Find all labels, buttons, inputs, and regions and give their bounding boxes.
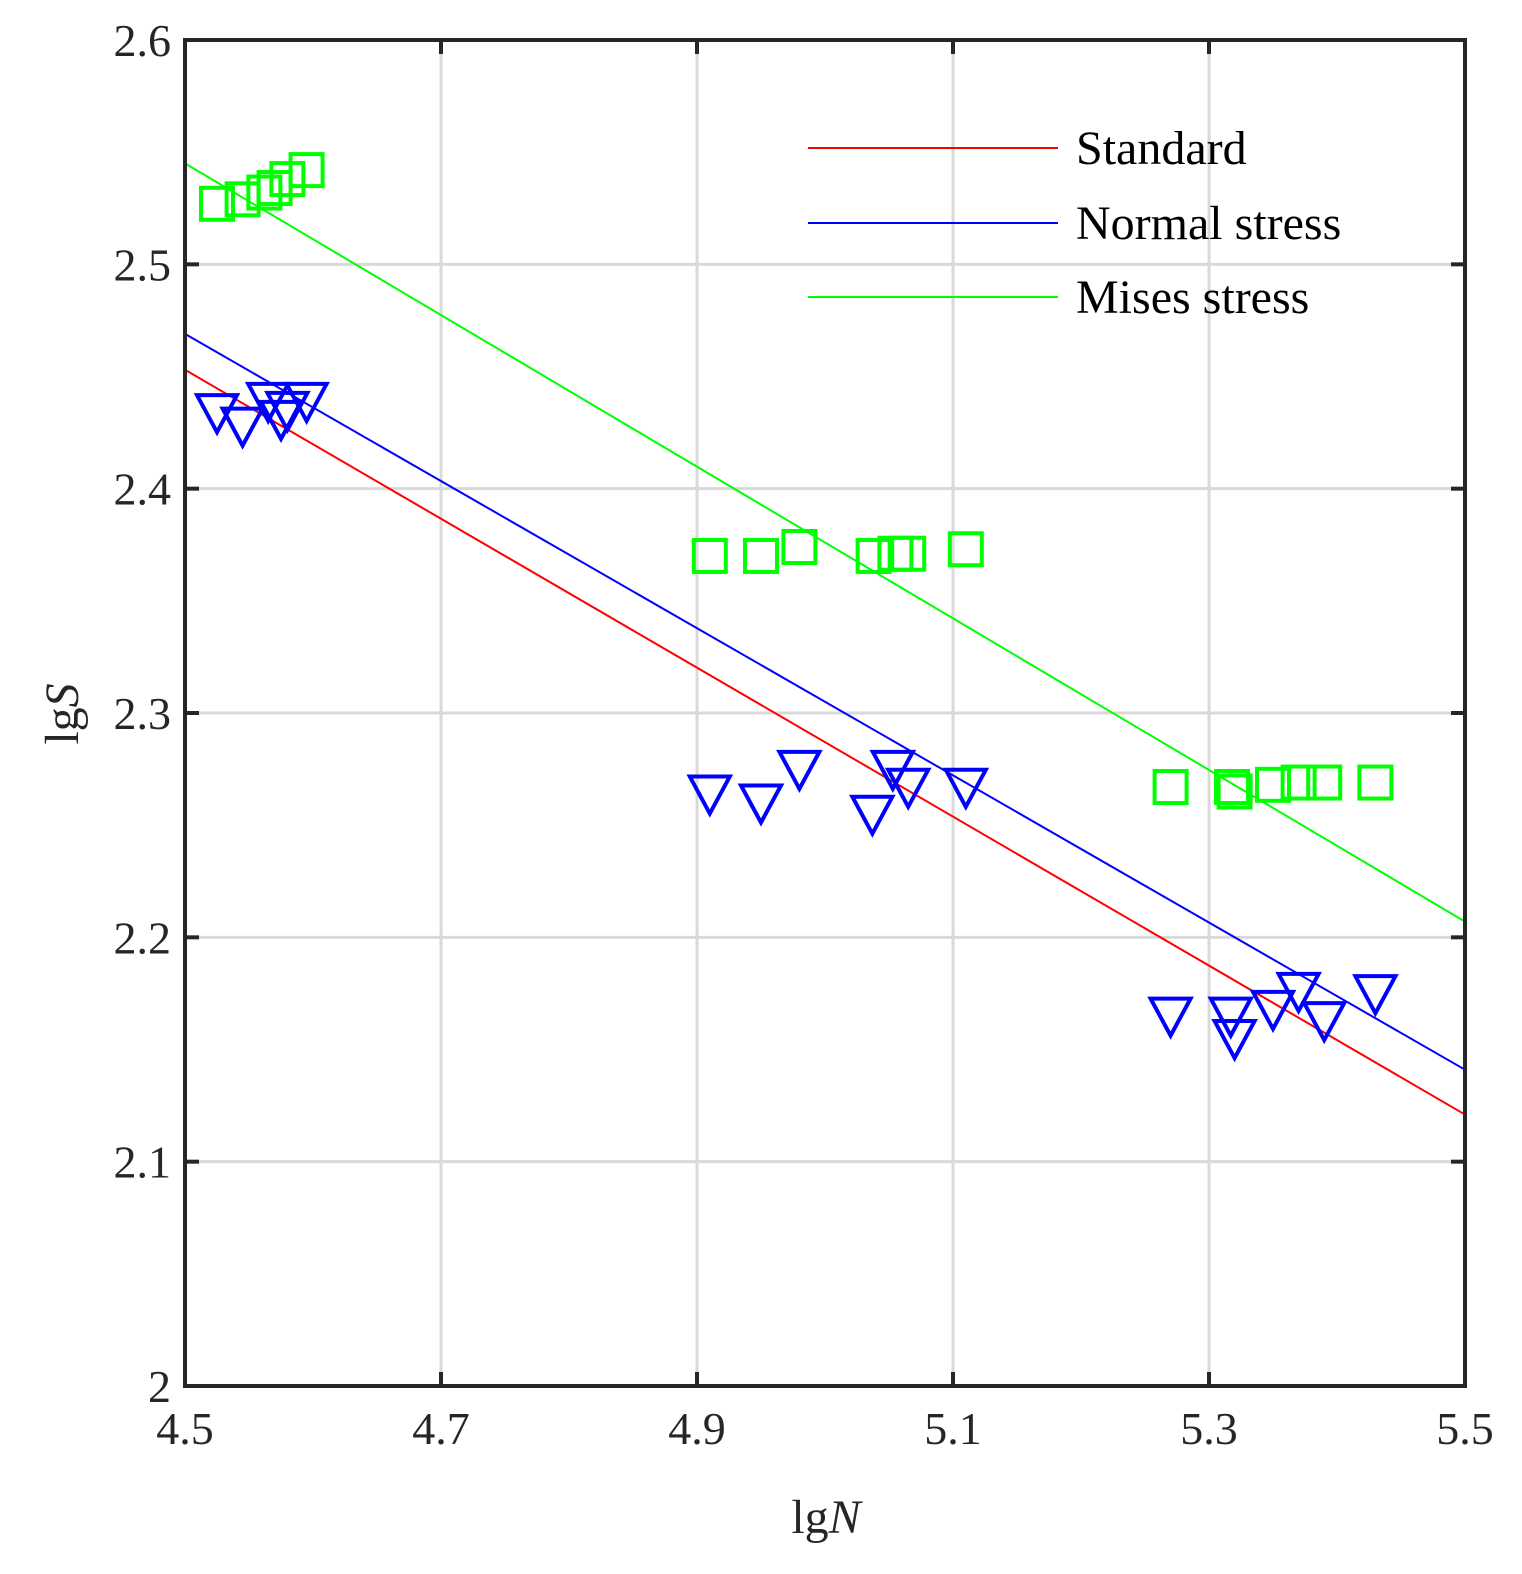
y-axis-label: lgS [36, 683, 89, 744]
legend-label: Mises stress [1076, 271, 1309, 324]
normal-stress-point [1300, 1001, 1348, 1045]
legend-label: Normal stress [1076, 197, 1341, 250]
x-axis-label-prefix: lg [791, 1491, 828, 1544]
mises-stress-point [199, 185, 235, 222]
mises-stress-point [1357, 764, 1394, 801]
axis-ticks [183, 38, 1467, 1388]
normal-stress-point [1211, 1019, 1258, 1063]
legend: Standard Normal stress Mises stress [808, 122, 1341, 324]
x-tick-label: 4.5 [156, 1403, 214, 1454]
y-tick-label: 2.4 [114, 464, 172, 515]
y-tick-label: 2.6 [114, 15, 172, 66]
normal-stress-point [264, 390, 311, 435]
mises-stress-point [947, 531, 984, 568]
mises-stress-point [269, 161, 306, 198]
normal-stress-point [849, 794, 896, 838]
fit-line-standard [184, 368, 1466, 1116]
mises-stress-point [691, 537, 728, 574]
normal-stress-point [1147, 996, 1194, 1040]
mises-stress-point [1255, 766, 1291, 803]
y-tick-label: 2 [148, 1361, 171, 1412]
x-tick-label: 5.3 [1180, 1403, 1238, 1454]
normal-stress-point [283, 381, 330, 426]
normal-stress-point [776, 749, 823, 794]
normal-stress-point [1249, 989, 1297, 1034]
grid [185, 40, 1465, 1386]
mises-stress-point [1280, 764, 1317, 801]
y-tick-label: 2.1 [114, 1137, 172, 1188]
fit-line-normal-stress [184, 333, 1466, 1071]
normal-stress-point [1207, 996, 1255, 1040]
tick-labels: 4.5 4.7 4.9 5.1 5.3 5.5 2 2.1 2.2 2.3 2.4 2.5 2.6 [114, 15, 1494, 1454]
normal-stress-point [219, 406, 266, 450]
normal-stress-point [884, 767, 932, 811]
mises-stress-point [781, 528, 818, 565]
normal-stress-point [1275, 971, 1322, 1016]
mises-stress-point [1216, 773, 1253, 810]
mises-stress-point [1152, 769, 1189, 806]
legend-label: Standard [1076, 122, 1247, 175]
normal-stress-point [1352, 974, 1399, 1018]
x-tick-label: 4.9 [668, 1403, 726, 1454]
mises-stress-point [743, 537, 779, 574]
y-axis-label-prefix: lg [36, 707, 89, 744]
x-tick-label: 4.7 [412, 1403, 470, 1454]
mises-stress-point [1306, 764, 1343, 801]
y-tick-label: 2.2 [114, 912, 172, 963]
data-markers [193, 152, 1399, 1063]
normal-stress-point [737, 783, 785, 827]
x-tick-label: 5.5 [1436, 1403, 1494, 1454]
normal-stress-point [942, 767, 990, 811]
mises-stress-point [1214, 769, 1251, 806]
mises-stress-point [890, 535, 927, 572]
mises-stress-point [855, 537, 892, 574]
y-tick-label: 2.3 [114, 688, 172, 739]
normal-stress-point [686, 774, 734, 818]
mises-stress-point [288, 152, 325, 189]
x-tick-label: 5.1 [924, 1403, 982, 1454]
x-axis-label: lgN [791, 1491, 863, 1544]
mises-stress-point [877, 535, 914, 572]
y-tick-label: 2.5 [114, 239, 172, 290]
mises-stress-point [246, 174, 283, 211]
x-axis-label-variable: N [828, 1491, 864, 1544]
y-axis-label-variable: S [36, 683, 89, 707]
